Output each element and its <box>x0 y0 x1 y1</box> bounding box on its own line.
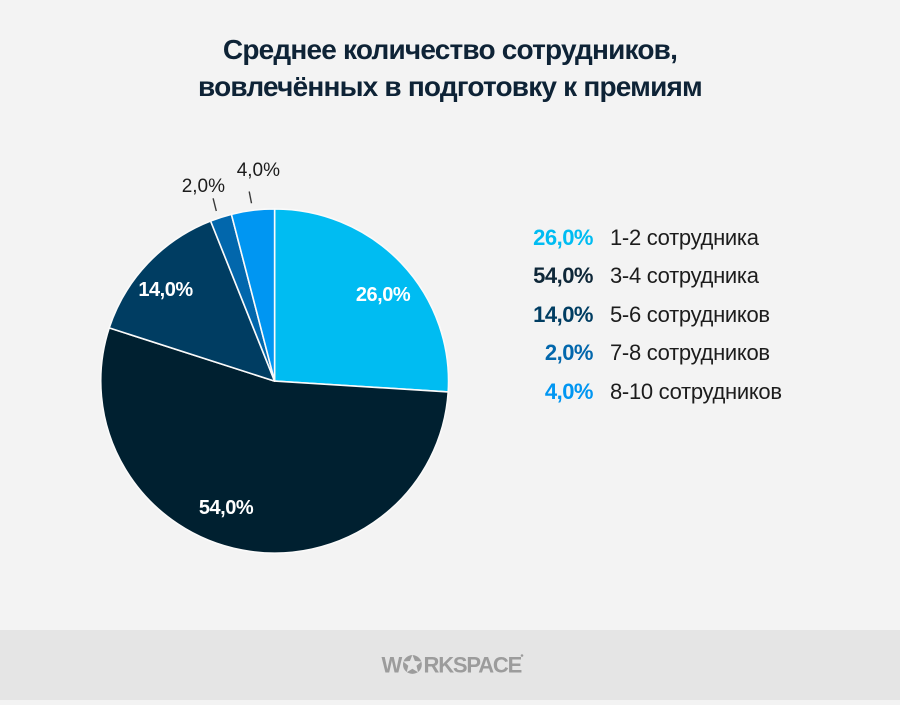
svg-text:W: W <box>382 653 403 678</box>
svg-text:RKSPACE: RKSPACE <box>424 653 522 678</box>
